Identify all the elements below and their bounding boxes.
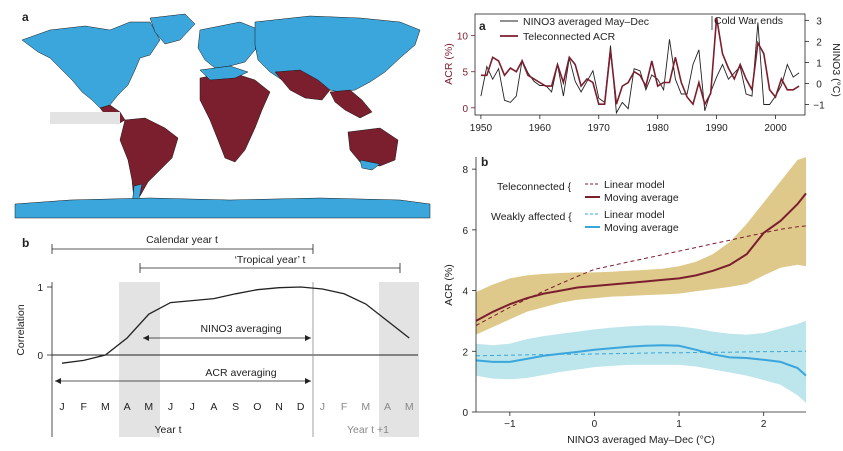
chart-a-xtick-label: 1980 <box>647 123 670 134</box>
calendar-year-label: Calendar year t <box>146 234 218 246</box>
correlation-curve <box>61 286 410 364</box>
legend-nino3-label: NINO3 averaged May–Dec <box>523 16 649 28</box>
month-label: A <box>384 401 391 413</box>
weakly-affected-confidence-band <box>476 320 806 403</box>
chart-a-ytick-left-label: 0 <box>462 104 468 115</box>
chart-a-panel-label: a <box>479 19 486 33</box>
chart-b-ylabel: ACR (%) <box>443 264 455 305</box>
chart-a-ytick-right-label: 0 <box>816 79 822 90</box>
map-australia-south <box>359 159 381 171</box>
month-label: J <box>190 401 195 413</box>
chart-b-xtick-label: 0 <box>592 419 598 430</box>
chart-a-xtick-label: 2000 <box>764 123 787 134</box>
timeline-ytick-0: 0 <box>37 351 43 362</box>
chart-b-panel-label: b <box>481 155 488 169</box>
chart-a-xtick-label: 1960 <box>529 123 552 134</box>
month-label: S <box>232 401 239 413</box>
chart-a-ytick-left-label: 5 <box>462 68 468 79</box>
chart-a-time-series: a 1950 1960 1970 1980 1990 2000 0 5 10 −1 0 1 2 3 NIN… <box>443 13 842 134</box>
map-placeholder-box <box>50 112 120 124</box>
month-label: J <box>320 401 325 413</box>
chart-b-xtick-label: −1 <box>504 419 516 430</box>
chart-a-ytick-left-label: 10 <box>457 32 469 43</box>
legend-tele-ma-label: Moving average <box>604 192 679 204</box>
chart-a-ytick-right-label: −1 <box>813 100 825 111</box>
legend-group-teleconnected: Teleconnected { <box>497 181 572 193</box>
chart-a-xtick-label: 1990 <box>705 123 728 134</box>
chart-a-frame <box>474 13 806 116</box>
chart-a-xtick-label: 1970 <box>588 123 611 134</box>
month-label: N <box>275 401 283 413</box>
month-label: M <box>144 401 153 413</box>
map-south-america <box>119 117 179 201</box>
chart-a-ylabel-right: NINO3 (°C) <box>830 43 842 97</box>
year-t1-label: Year t +1 <box>347 424 389 436</box>
map-antarctica <box>14 197 431 219</box>
chart-b-xtick-label: 1 <box>676 419 682 430</box>
map-southeast-asia <box>329 89 373 119</box>
chart-a-ticks: 1950 1960 1970 1980 1990 2000 0 5 10 −1 0 1 2 3 <box>457 16 825 134</box>
weakly-affected-linear-model <box>475 350 806 357</box>
shaded-apr-may-year-t1 <box>379 282 419 437</box>
legend-group-weakly: Weakly affected { <box>491 211 572 223</box>
chart-a-ylabel-left: ACR (%) <box>443 43 455 84</box>
timeline-ytick-1: 1 <box>37 283 43 294</box>
chart-a-ytick-right-label: 2 <box>816 37 822 48</box>
series-nino3-line <box>480 22 800 115</box>
chart-b-ticks: −1 0 1 2 0 2 4 6 8 <box>462 165 766 430</box>
teleconnected-moving-average <box>475 192 807 322</box>
map-asia-teleconnected <box>274 69 331 101</box>
weakly-affected-moving-average <box>475 344 807 377</box>
tropical-year-label: ‘Tropical year’ t <box>235 254 306 266</box>
chart-b-ytick-label: 4 <box>462 287 468 298</box>
month-label: M <box>101 401 110 413</box>
chart-b-xlabel: NINO3 averaged May–Dec (°C) <box>567 434 715 446</box>
series-acr-line <box>480 17 800 107</box>
map-north-africa <box>199 65 249 81</box>
chart-b-ytick-label: 0 <box>462 408 468 419</box>
legend-weak-linear-label: Linear model <box>604 209 665 221</box>
chart-a-xtick-label: 1950 <box>470 123 493 134</box>
chart-a-ytick-right-label: 3 <box>816 16 822 27</box>
map-australia <box>347 127 399 167</box>
shaded-apr-may-year-t <box>119 282 160 437</box>
map-greenland <box>149 13 196 45</box>
chart-b-xtick-label: 2 <box>761 419 767 430</box>
chart-b-ytick-label: 6 <box>462 226 468 237</box>
map-north-america <box>21 21 161 109</box>
month-label: J <box>168 401 173 413</box>
map-europe <box>197 21 261 69</box>
month-label: D <box>297 401 305 413</box>
month-label: M <box>405 401 414 413</box>
map-africa <box>199 71 271 163</box>
acr-averaging-label: ACR averaging <box>205 367 276 379</box>
chart-b-acr-vs-nino3: b −1 0 1 2 0 2 4 6 8 ACR (%) NINO3 averaged May–… <box>443 155 807 446</box>
month-label: F <box>80 401 86 413</box>
legend-tele-linear-label: Linear model <box>604 179 665 191</box>
chart-b-ytick-label: 8 <box>462 165 468 176</box>
month-label: A <box>124 401 131 413</box>
cold-war-annotation: Cold War ends <box>714 15 783 27</box>
timeline-ylabel: Correlation <box>15 304 27 356</box>
chart-a-ytick-right-label: 1 <box>816 58 822 69</box>
month-label: O <box>253 401 261 413</box>
chart-b-ytick-label: 2 <box>462 347 468 358</box>
month-label: J <box>59 401 64 413</box>
month-label: A <box>210 401 217 413</box>
month-label: M <box>361 401 370 413</box>
world-map: a <box>14 10 431 219</box>
month-label: F <box>341 401 347 413</box>
timeline-panel: b Calendar year t ‘Tropical year’ t 1 0 … <box>15 234 419 437</box>
legend-weak-ma-label: Moving average <box>604 222 679 234</box>
nino3-averaging-label: NINO3 averaging <box>200 323 281 335</box>
map-panel-label: a <box>22 10 29 24</box>
year-t-label: Year t <box>154 424 181 436</box>
legend-acr-label: Teleconnected ACR <box>523 31 616 43</box>
timeline-panel-label: b <box>22 236 29 250</box>
